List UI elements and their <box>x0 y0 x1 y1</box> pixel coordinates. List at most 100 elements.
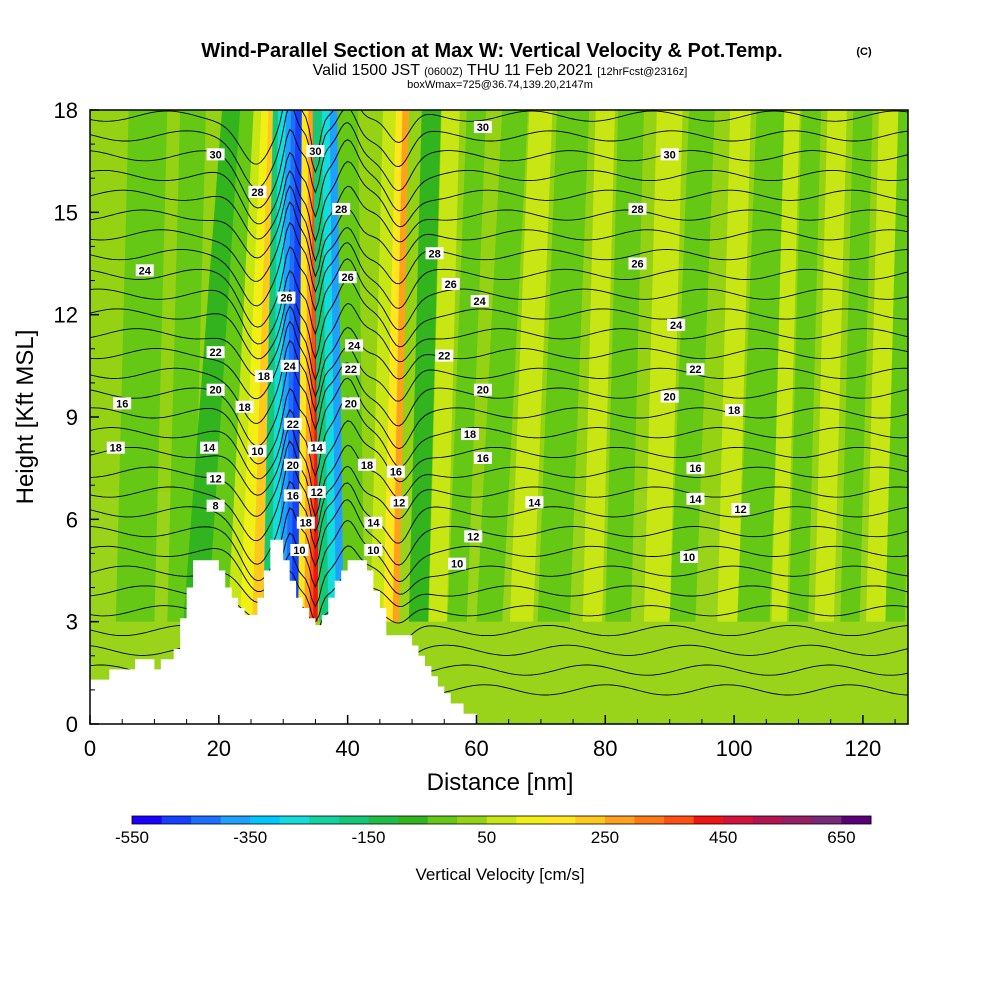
contour-label-text: 14 <box>367 518 380 530</box>
theta-contour-line <box>90 258 908 345</box>
theta-contour-line <box>90 339 908 424</box>
contour-label: 28 <box>332 202 351 216</box>
contour-label-text: 24 <box>139 265 152 277</box>
contour-label: 12 <box>731 503 750 516</box>
contour-label-bg <box>628 257 647 270</box>
colorbar-swatch <box>250 816 281 824</box>
colorbar-swatch <box>664 816 695 824</box>
contour-label-text: 14 <box>203 443 216 455</box>
contour-label-text: 22 <box>689 364 701 376</box>
velocity-band <box>329 110 344 622</box>
contour-label-bg <box>386 465 405 478</box>
contour-label: 12 <box>464 530 483 543</box>
colorbar-tick-label: -550 <box>115 828 149 847</box>
contour-label-text: 30 <box>309 146 321 158</box>
colorbar-swatch <box>279 816 310 824</box>
contour-label-text: 26 <box>631 259 643 271</box>
subtitle-date: THU 11 Feb 2021 <box>467 62 593 79</box>
colorbar-swatch <box>132 816 163 824</box>
contour-label-text: 28 <box>631 204 643 216</box>
contour-label-text: 16 <box>477 453 489 465</box>
contour-label: 16 <box>473 451 492 465</box>
contour-label: 24 <box>470 295 489 308</box>
contour-label: 10 <box>364 544 383 557</box>
y-tick-label: 3 <box>66 610 78 635</box>
contour-label: 26 <box>628 257 647 271</box>
contour-label-bg <box>660 390 679 403</box>
terrain <box>90 539 477 724</box>
subtitle-valid-time: Valid 1500 JST <box>313 62 421 79</box>
contour-label-bg <box>390 496 409 509</box>
theta-contour-line <box>90 278 908 360</box>
contour-label-text: 24 <box>284 361 297 373</box>
contour-label: 30 <box>206 148 225 161</box>
contour-label-text: 18 <box>258 371 270 383</box>
colorbar-swatch <box>545 816 576 824</box>
contour-label: 16 <box>283 489 302 502</box>
contour-label: 26 <box>441 277 460 291</box>
contour-label: 30 <box>473 121 492 134</box>
contour-label-text: 10 <box>451 559 463 571</box>
contour-label-text: 28 <box>251 187 263 199</box>
contour-label-text: 20 <box>664 392 676 404</box>
contour-label: 26 <box>338 271 357 284</box>
colorbar-swatch <box>309 816 340 824</box>
theta-contour-line <box>90 480 908 565</box>
contour-label-bg <box>680 550 699 563</box>
colorbar-swatch <box>516 816 547 824</box>
colorbar-ticks: -550 -350 -150 50 250 450 650 <box>115 828 856 847</box>
contour-label-bg <box>306 144 325 157</box>
contour-label-text: 10 <box>683 552 695 564</box>
contour-label: 14 <box>200 441 219 455</box>
contour-label-bg <box>106 441 125 454</box>
contour-label: 22 <box>435 349 454 363</box>
contour-label-bg <box>628 202 647 215</box>
y-axis-label: Height [Kft MSL] <box>12 330 39 505</box>
contour-label: 20 <box>341 397 360 410</box>
theta-contour-line <box>90 420 908 500</box>
contour-label-bg <box>731 503 750 516</box>
contour-label-bg <box>290 544 309 557</box>
velocity-band <box>392 110 409 622</box>
colorbar-swatch <box>604 816 636 824</box>
contour-label-bg <box>461 428 480 441</box>
theta-contour-line <box>90 396 908 480</box>
contour-label-bg <box>338 271 357 284</box>
theta-contour-line <box>90 458 908 542</box>
x-tick-label: 100 <box>716 736 753 761</box>
x-axis: 0 20 40 60 80 100 120 <box>84 715 896 761</box>
colorbar <box>131 815 872 825</box>
contour-label-bg <box>206 499 225 512</box>
contour-label-bg <box>332 202 351 215</box>
contour-label-text: 18 <box>300 518 312 530</box>
y-tick-label: 12 <box>54 303 78 328</box>
contour-label-text: 12 <box>734 504 746 516</box>
colorbar-tick-label: 450 <box>709 828 737 847</box>
contour-label: 14 <box>307 441 326 455</box>
contour-label-bg <box>525 496 544 509</box>
contour-label-bg <box>206 472 225 485</box>
velocity-band <box>885 110 908 622</box>
contour-label-bg <box>277 291 296 304</box>
contour-label: 20 <box>660 390 679 404</box>
contour-label-text: 18 <box>728 405 740 417</box>
contour-label-bg <box>464 530 483 543</box>
velocity-band <box>476 110 528 622</box>
theta-contour-line <box>90 139 908 225</box>
contour-label-text: 16 <box>390 467 402 479</box>
contour-label: 28 <box>248 185 267 199</box>
colorbar-swatch <box>338 816 369 824</box>
colorbar-swatch <box>427 816 458 824</box>
theta-contour-line <box>90 185 908 262</box>
colorbar-swatch <box>752 816 783 824</box>
contour-label-text: 22 <box>287 419 299 431</box>
contour-label-text: 24 <box>474 296 487 308</box>
contour-label-bg <box>235 400 254 413</box>
contour-label-text: 28 <box>335 204 347 216</box>
colorbar-swatch <box>398 816 429 824</box>
colorbar-tick-label: 650 <box>827 828 855 847</box>
contour-label-bg <box>473 451 492 464</box>
y-tick-label: 6 <box>66 507 78 532</box>
chart-title: Wind-Parallel Section at Max W: Vertical… <box>201 40 782 62</box>
